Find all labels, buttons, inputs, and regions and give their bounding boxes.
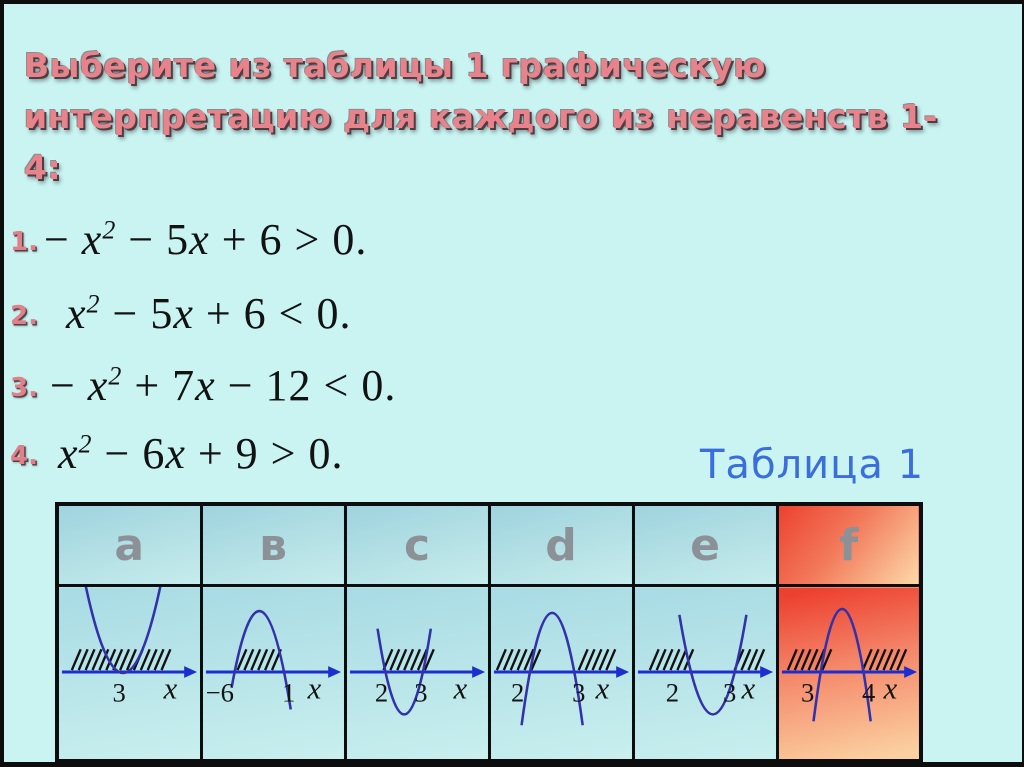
inequality-number: 3. xyxy=(10,373,38,403)
inequality-item-3: 3. − x2 + 7x − 12 < 0. xyxy=(10,360,396,411)
column-header-f: f xyxy=(775,502,923,587)
inequality-formula: x2 − 5x + 6 < 0. xyxy=(65,289,352,338)
slide-border-left xyxy=(0,0,4,767)
inequality-item-1: 1. − x2 − 5x + 6 > 0. xyxy=(10,214,367,265)
column-header-c: c xyxy=(343,502,491,587)
inequality-number: 4. xyxy=(10,441,38,471)
column-header-d: d xyxy=(487,502,635,587)
svg-text:x: x xyxy=(882,672,897,706)
inequality-item-2: 2. x2 − 5x + 6 < 0. xyxy=(10,288,352,339)
svg-text:1: 1 xyxy=(282,678,295,708)
graph-cell-v: −6 1 x xyxy=(199,584,347,763)
svg-text:x: x xyxy=(163,672,178,706)
svg-text:3: 3 xyxy=(801,678,814,708)
table-header-row: a в c d e f xyxy=(55,502,923,587)
svg-text:4: 4 xyxy=(862,678,875,708)
svg-text:2: 2 xyxy=(511,678,524,708)
svg-text:2: 2 xyxy=(375,678,388,708)
inequality-item-4: 4. x2 − 6x + 9 > 0. xyxy=(10,428,344,479)
slide-title: Выберите из таблицы 1 графическую интерп… xyxy=(24,40,964,193)
slide-border-bottom xyxy=(0,762,1024,767)
inequality-formula: x2 − 6x + 9 > 0. xyxy=(57,429,344,478)
inequality-formula: − x2 + 7x − 12 < 0. xyxy=(49,361,397,410)
slide-title-line2: интерпретацию для каждого из неравенств … xyxy=(24,97,938,188)
svg-text:3: 3 xyxy=(723,678,736,708)
slide-border-top xyxy=(0,0,1024,4)
inequality-formula: − x2 − 5x + 6 > 0. xyxy=(43,215,368,264)
svg-text:x: x xyxy=(307,672,322,706)
column-header-e: e xyxy=(631,502,779,587)
svg-text:x: x xyxy=(453,672,468,706)
svg-text:x: x xyxy=(741,672,756,706)
svg-text:3: 3 xyxy=(572,678,585,708)
slide-title-line1: Выберите из таблицы 1 графическую xyxy=(24,46,767,85)
svg-text:3: 3 xyxy=(113,678,126,708)
column-header-v: в xyxy=(199,502,347,587)
table-caption: Таблица 1 xyxy=(700,442,925,488)
svg-text:2: 2 xyxy=(666,678,679,708)
svg-text:−6: −6 xyxy=(206,678,234,708)
svg-text:3: 3 xyxy=(414,678,427,708)
inequality-number: 2. xyxy=(10,301,38,331)
parabola-graph-в: −6 1 x xyxy=(206,609,342,710)
column-header-a: a xyxy=(55,502,203,587)
slide-border-right xyxy=(1022,0,1024,767)
svg-text:x: x xyxy=(595,672,610,706)
inequality-number: 1. xyxy=(10,227,38,257)
